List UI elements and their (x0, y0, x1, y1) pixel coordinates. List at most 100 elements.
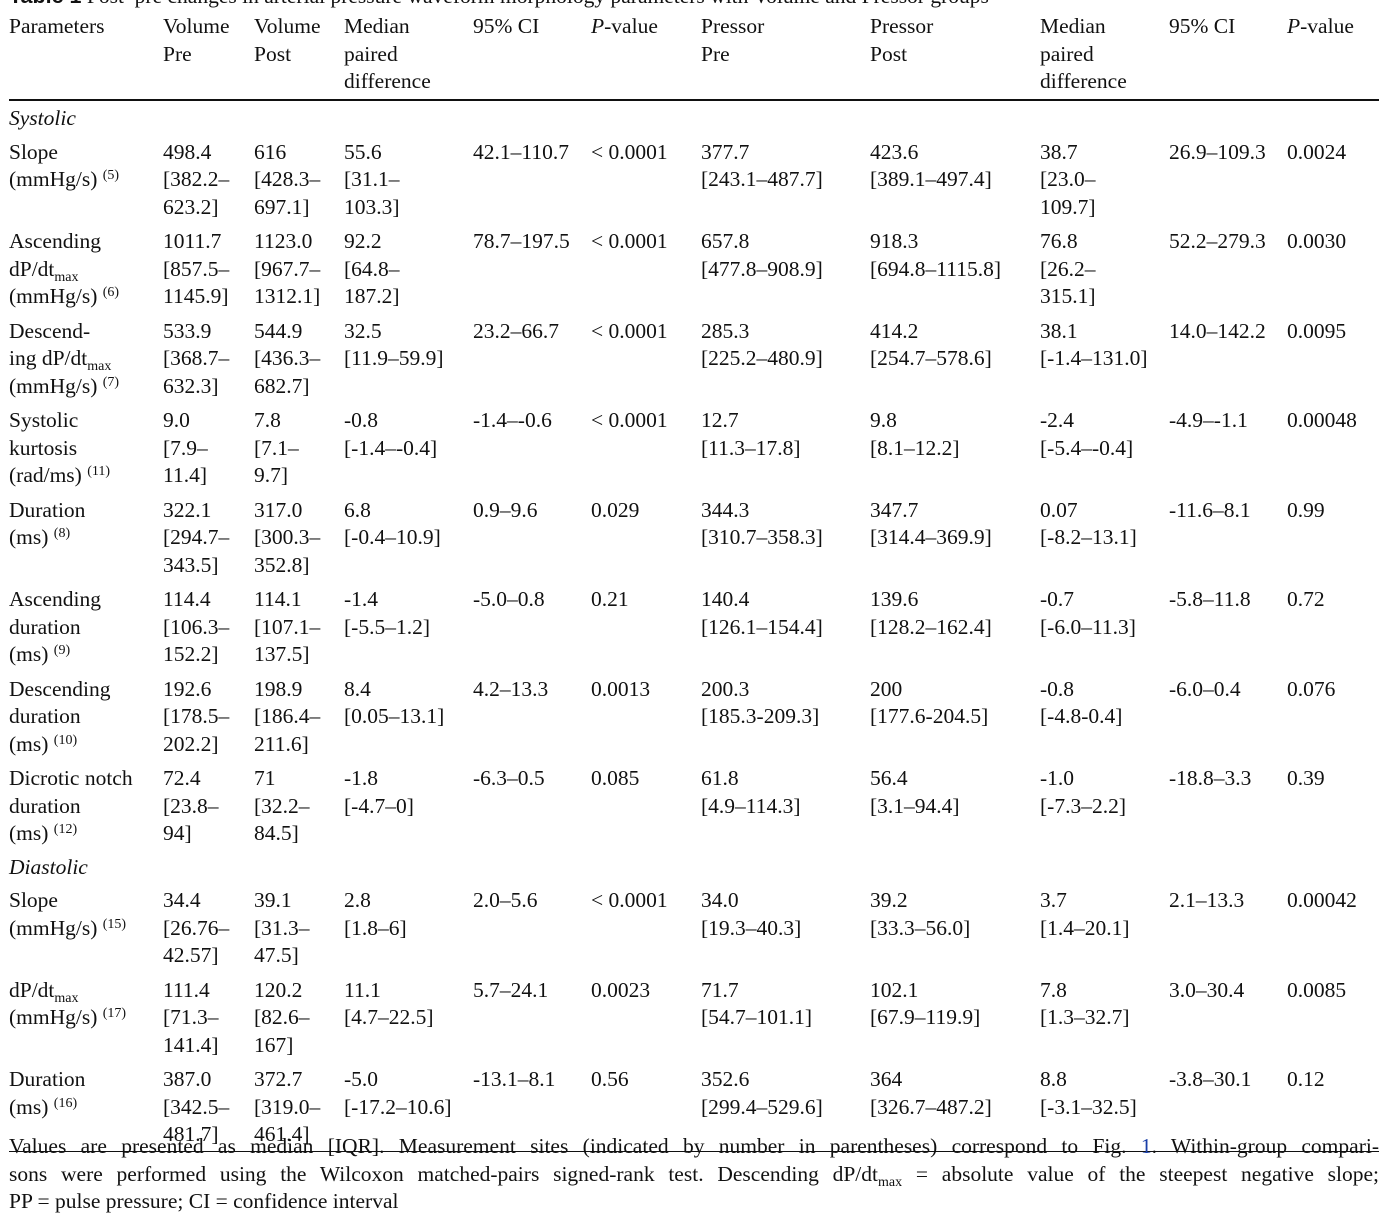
cell-pdiff: 38.1 [-1.4–131.0] (1040, 313, 1169, 403)
col-header-line: 95% CI (1169, 14, 1236, 38)
cell-line: 72.4 (163, 766, 201, 790)
col-header-parameters: Parameters (9, 13, 163, 101)
cell-line: [64.8– (344, 256, 400, 281)
cell-vp: < 0.0001 (591, 408, 668, 432)
cell-line: 192.6 (163, 676, 212, 701)
cell-vci: -5.0–0.8 (473, 587, 545, 611)
cell-vp: 0.56 (591, 1061, 701, 1152)
cell-pci: 26.9–109.3 (1169, 139, 1266, 164)
cell-line: -1.8 (344, 766, 379, 790)
cell-pci: -4.9–-1.1 (1169, 408, 1248, 432)
parameter-cell: Slope (mmHg/s) (15) (9, 882, 163, 972)
table-row: Dicrotic notch duration (ms) (12) 72.4 [23.8… (9, 760, 1379, 850)
cell-line: 167] (254, 1032, 294, 1057)
parameter-cell: Dicrotic notch duration (ms) (12) (9, 760, 163, 850)
parameter-line: duration (9, 704, 81, 728)
cell-vci: 4.2–13.3 (473, 676, 549, 701)
cell-pp: 0.076 (1287, 676, 1336, 701)
cell-vpost: 114.1 [107.1– 137.5] (254, 581, 344, 671)
cell-pp: 0.0085 (1287, 977, 1347, 1002)
parameter-cell: Ascending duration (ms) (9) (9, 581, 163, 671)
cell-line: [71.3– (163, 1005, 219, 1029)
cell-ppre: 377.7 [243.1–487.7] (701, 134, 870, 224)
cell-vpre: 192.6 [178.5– 202.2] (163, 671, 254, 761)
cell-line: [967.7– (254, 256, 321, 281)
cell-vpost: 198.9 [186.4– 211.6] (254, 671, 344, 761)
header-row: Parameters Volume Pre Volume Post Median paire… (9, 13, 1379, 101)
table-row: Descending duration (ms) (10) 192.6 [178.5– 2… (9, 671, 1379, 761)
cell-line: 38.7 (1040, 139, 1078, 164)
parameter-line: ing dP/dtmax (9, 346, 112, 374)
measurement-site: (15) (102, 916, 127, 932)
cell-line: 9.7] (254, 463, 289, 487)
table-title: Post–pre changes in arterial pressure wa… (82, 0, 989, 8)
cell-vp: < 0.0001 (591, 318, 668, 343)
cell-vci: 42.1–110.7 (473, 139, 569, 164)
cell-ppost: 39.2 [33.3–56.0] (870, 882, 1040, 972)
cell-line: 343.5] (163, 552, 219, 577)
cell-line: [-1.4–131.0] (1040, 346, 1148, 370)
cell-line: [7.1– (254, 435, 299, 460)
cell-vp: 0.21 (591, 587, 629, 611)
cell-pci: 3.0–30.4 (1169, 977, 1245, 1002)
cell-line: 7.8 (1040, 977, 1067, 1002)
col-header-volume-median-diff: Median paired difference (344, 13, 473, 101)
col-header-line: Parameters (9, 14, 105, 38)
cell-vpre: 111.4 [71.3– 141.4] (163, 972, 254, 1062)
cell-ppost: 347.7 [314.4–369.9] (870, 492, 1040, 582)
measurement-site: (17) (102, 1006, 127, 1021)
cell-line: [254.7–578.6] (870, 346, 992, 370)
cell-vdiff: -5.0 [-17.2–10.6] (344, 1061, 473, 1152)
col-header-volume-ci: 95% CI (473, 13, 591, 101)
figure-link[interactable]: 1 (1140, 1134, 1152, 1158)
subscript: max (54, 269, 79, 285)
cell-line: 7.8 (254, 408, 281, 432)
cell-pci: -18.8–3.3 (1169, 766, 1252, 790)
cell-line: [32.2– (254, 793, 310, 818)
footnote-line-2: sons were performed using the Wilcoxon m… (9, 1161, 1380, 1190)
cell-line: [8.1–12.2] (870, 435, 960, 460)
cell-line: 71.7 (701, 977, 739, 1002)
cell-ppre: 61.8 [4.9–114.3] (701, 760, 870, 850)
cell-line: [31.3– (254, 915, 310, 940)
cell-line: 481.7] (163, 1122, 219, 1146)
cell-line: 42.57] (163, 943, 219, 967)
col-header-line: Volume (254, 14, 321, 38)
cell-line: 94] (163, 821, 192, 845)
cell-pp: 0.72 (1287, 587, 1325, 611)
cell-pdiff: 3.7 [1.4–20.1] (1040, 882, 1169, 972)
cell-vci: 0.9–9.6 (473, 497, 538, 522)
cell-line: [23.0– (1040, 167, 1096, 191)
cell-line: [-17.2–10.6] (344, 1094, 452, 1119)
parameter-line: (ms) (16) (9, 1094, 78, 1119)
cell-vpost: 544.9 [436.3– 682.7] (254, 313, 344, 403)
cell-ppost: 56.4 [3.1–94.4] (870, 760, 1040, 850)
cell-line: [126.1–154.4] (701, 614, 823, 639)
cell-ppost: 102.1 [67.9–119.9] (870, 972, 1040, 1062)
cell-pci: -6.0–0.4 (1169, 676, 1241, 701)
cell-line: 623.2] (163, 194, 219, 219)
cell-line: 32.5 (344, 318, 382, 343)
cell-line: [128.2–162.4] (870, 614, 992, 639)
cell-ppre: 285.3 [225.2–480.9] (701, 313, 870, 403)
cell-line: 352.6 (701, 1067, 750, 1091)
cell-line: 140.4 (701, 587, 750, 611)
cell-vdiff: -1.8 [-4.7–0] (344, 760, 473, 850)
cell-ppre: 657.8 [477.8–908.9] (701, 223, 870, 313)
cell-vci: -6.3–0.5 (473, 766, 545, 790)
cell-line: [82.6– (254, 1005, 310, 1029)
cell-line: 111.4 (163, 977, 210, 1002)
parameter-cell: Descend-ing dP/dtmax (mmHg/s) (7) (9, 313, 163, 403)
col-header-pressor-p-value: P-value (1287, 13, 1379, 101)
cell-line: 423.6 (870, 139, 919, 164)
cell-pdiff: 76.8 [26.2– 315.1] (1040, 223, 1169, 313)
cell-line: 8.8 (1040, 1067, 1067, 1091)
cell-line: -0.8 (1040, 676, 1075, 701)
cell-vpre: 322.1 [294.7– 343.5] (163, 492, 254, 582)
parameter-line: (ms) (9) (9, 642, 71, 666)
cell-pdiff: 0.07 [-8.2–13.1] (1040, 492, 1169, 582)
parameter-line: dP/dtmax (9, 977, 79, 1006)
cell-line: 344.3 (701, 497, 750, 522)
parameter-line: (ms) (8) (9, 525, 71, 549)
parameter-line: kurtosis (9, 435, 78, 460)
